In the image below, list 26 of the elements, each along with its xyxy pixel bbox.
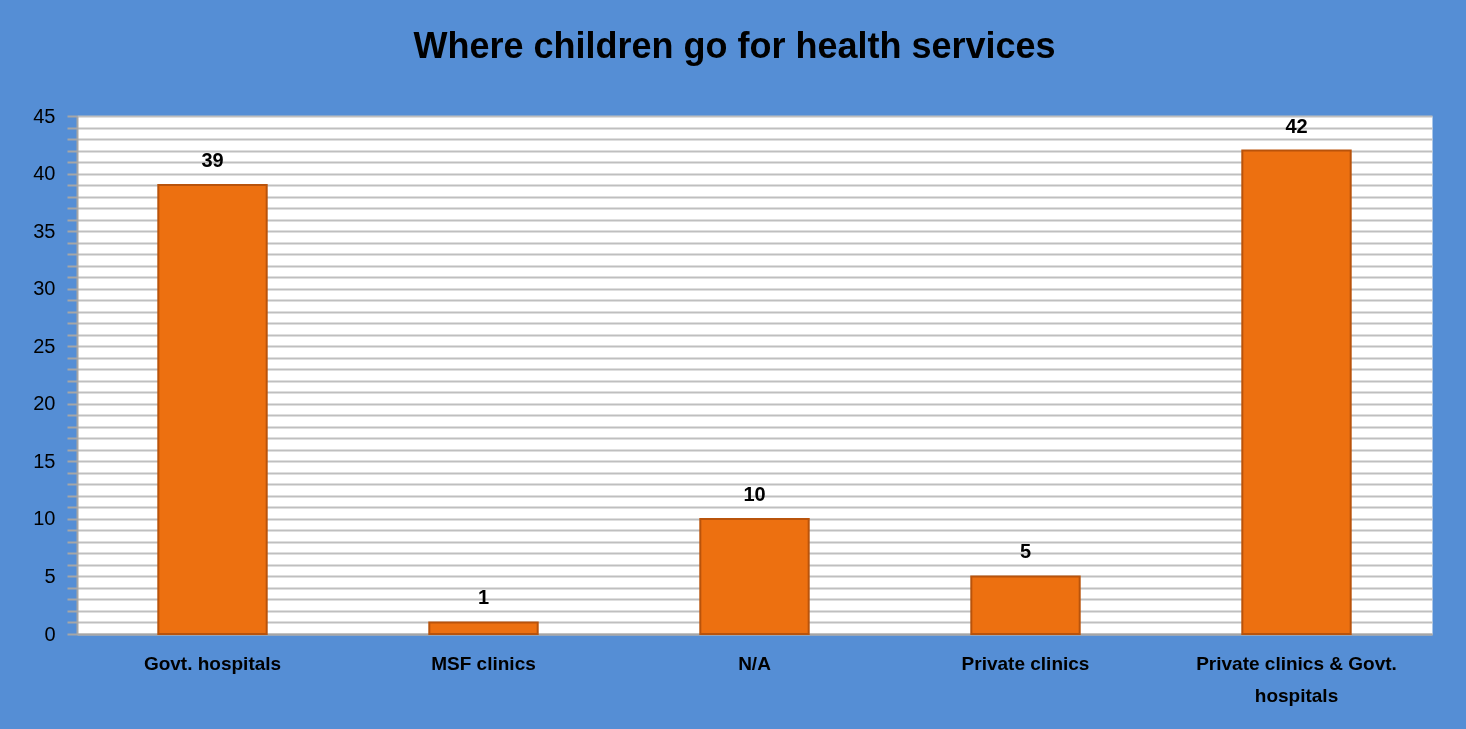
y-tick-label: 25	[33, 334, 56, 357]
bar	[1241, 149, 1352, 635]
chart-title: Where children go for health services	[413, 25, 1056, 66]
x-tick-label: Private clinics & Govt. hospitals	[1196, 652, 1397, 706]
data-label: 42	[1285, 114, 1308, 137]
y-tick-label: 30	[33, 277, 56, 300]
bar	[428, 621, 539, 635]
data-label: 10	[743, 482, 766, 505]
data-label: 1	[477, 586, 490, 609]
bar	[157, 184, 268, 635]
y-tick-label: 20	[33, 392, 56, 415]
bar	[699, 517, 810, 635]
y-tick-label: 35	[33, 219, 56, 242]
x-tick-label: Govt. hospitals	[143, 652, 282, 674]
data-label: 39	[201, 149, 224, 172]
data-label: 5	[1019, 540, 1032, 563]
y-tick-label: 40	[33, 162, 56, 185]
bar	[970, 575, 1081, 635]
y-tick-label: 10	[33, 507, 56, 530]
y-tick-label: 45	[33, 104, 56, 127]
x-tick-label: MSF clinics	[431, 652, 536, 674]
y-tick-label: 5	[44, 564, 56, 587]
x-tick-label: N/A	[738, 652, 772, 674]
y-tick-label: 15	[33, 449, 56, 472]
x-tick-label: Private clinics	[961, 652, 1090, 674]
y-tick-label: 0	[44, 622, 56, 645]
